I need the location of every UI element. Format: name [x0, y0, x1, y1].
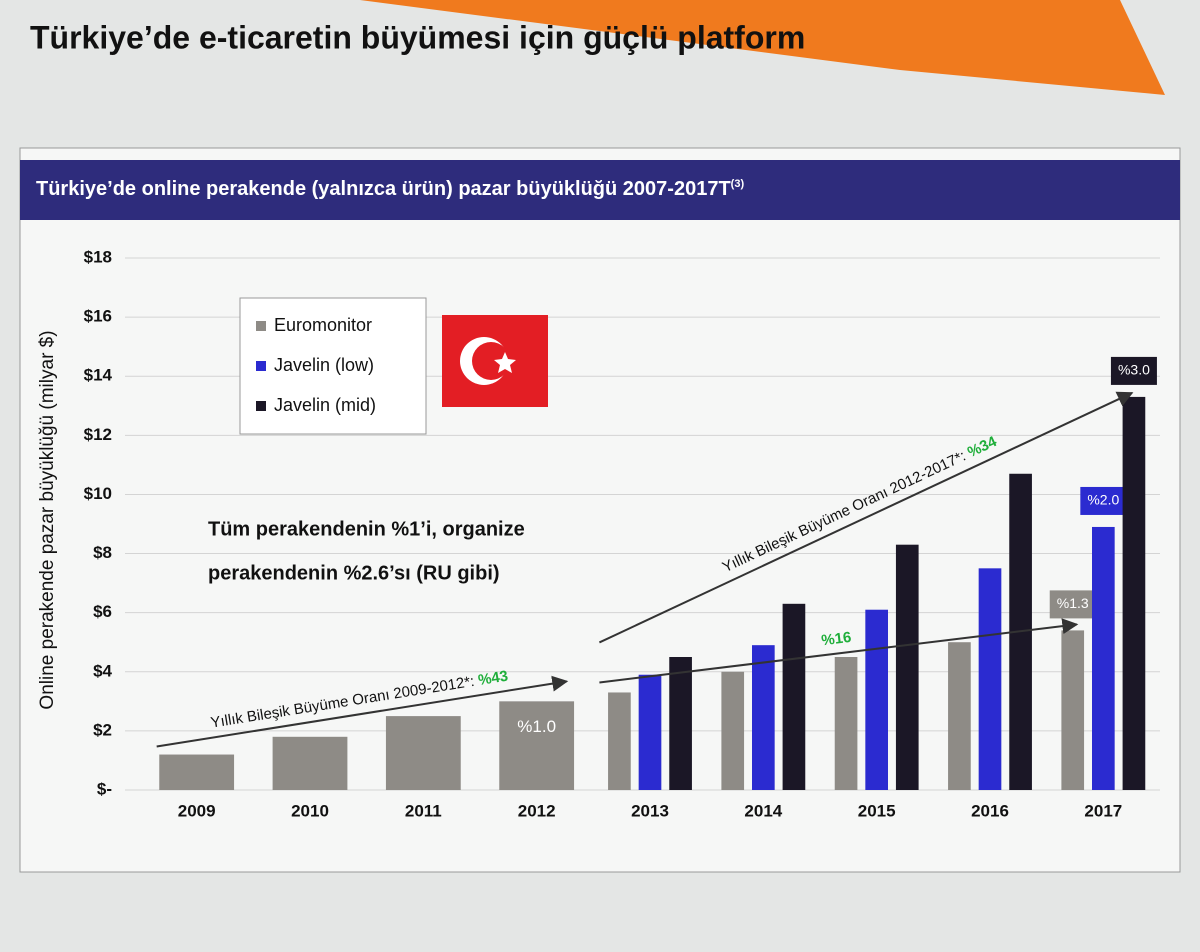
bar: [834, 657, 858, 790]
bar: [865, 609, 888, 790]
y-tick-label: $14: [84, 366, 113, 385]
legend-swatch: [256, 401, 266, 411]
bar: [608, 692, 631, 790]
y-tick-label: $8: [93, 543, 112, 562]
y-tick-label: $12: [84, 425, 112, 444]
legend-swatch: [256, 321, 266, 331]
x-tick-label: 2009: [178, 801, 216, 820]
chart-title: Türkiye’de online perakende (yalnızca ür…: [36, 178, 744, 200]
bar-note: %2.0: [1087, 492, 1119, 508]
y-tick-label: $18: [84, 247, 112, 266]
bar-note: %1.3: [1057, 595, 1089, 611]
legend-swatch: [256, 361, 266, 371]
bar: [159, 754, 235, 790]
flag-star: [494, 352, 516, 373]
y-tick-label: $2: [93, 720, 112, 739]
page-title: Türkiye’de e-ticaretin büyümesi için güç…: [30, 19, 805, 55]
legend-label: Euromonitor: [274, 315, 372, 335]
x-tick-label: 2014: [744, 801, 782, 820]
chart-title-text: Türkiye’de online perakende (yalnızca ür…: [36, 178, 731, 200]
cagr-arrow: [156, 675, 569, 748]
bar: [669, 657, 692, 790]
bar: [895, 544, 919, 790]
bar: [638, 674, 662, 790]
bar: [978, 568, 1002, 790]
legend-label: Javelin (mid): [274, 395, 376, 415]
x-tick-label: 2013: [631, 801, 669, 820]
cagr-rate: %43: [477, 668, 509, 690]
legend-box: [239, 297, 427, 435]
bar-note-box: [1080, 486, 1127, 515]
legend-label: Javelin (low): [274, 355, 374, 375]
bar: [1061, 630, 1085, 790]
annotation-note: perakendenin %2.6’sı (RU gibi): [208, 562, 500, 584]
bar-note: %1.0: [517, 717, 556, 736]
bar: [499, 701, 575, 790]
y-tick-label: $10: [84, 484, 112, 503]
y-tick-label: $16: [84, 307, 112, 326]
bar: [752, 645, 775, 790]
bar-note-box: [1110, 356, 1157, 385]
x-tick-label: 2012: [518, 801, 556, 820]
x-tick-label: 2017: [1084, 801, 1122, 820]
annotation-note: Tüm perakendenin %1’i, organize: [208, 518, 525, 540]
cagr-arrow: [599, 618, 1079, 684]
bar: [1092, 526, 1115, 790]
bar: [385, 716, 461, 790]
bar: [1122, 396, 1146, 790]
x-tick-label: 2011: [405, 801, 442, 820]
bar-note-box: [1049, 590, 1096, 619]
bar: [948, 642, 971, 790]
x-tick-label: 2010: [291, 801, 329, 820]
x-tick-label: 2016: [971, 801, 1009, 820]
chart-title-superscript: (3): [731, 178, 745, 190]
bar-note: %3.0: [1118, 362, 1150, 378]
x-tick-label: 2015: [858, 801, 896, 820]
y-axis-label: Online perakende pazar büyüklüğü (milyar…: [37, 330, 58, 709]
cagr-rate: %16: [820, 629, 852, 650]
bar: [272, 736, 348, 790]
cagr-label: %16: [820, 629, 852, 650]
y-tick-label: $4: [93, 661, 112, 680]
y-tick-label: $-: [97, 779, 112, 798]
cagr-arrow: [598, 391, 1134, 644]
chart-header: [20, 160, 1180, 220]
bar: [782, 603, 806, 790]
y-tick-label: $6: [93, 602, 112, 621]
orange-band: [360, 0, 1165, 95]
bar: [721, 671, 745, 790]
